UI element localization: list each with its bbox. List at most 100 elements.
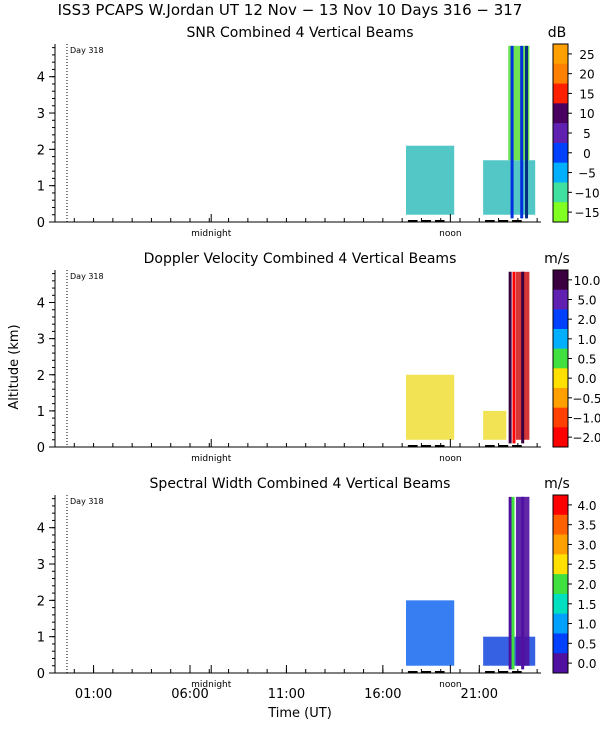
colorbar-label: 10: [579, 107, 594, 121]
panel-2: Doppler Velocity Combined 4 Vertical Bea…: [37, 251, 600, 464]
colorbar-cell: [553, 613, 568, 634]
colorbar-units: m/s: [544, 476, 570, 492]
y-tick-label: 4: [37, 522, 45, 537]
colorbar-label: 0.5: [577, 353, 596, 367]
colorbar-label: 5.0: [577, 294, 596, 308]
y-axis-label: Altitude (km): [7, 324, 22, 409]
y-tick-label: 1: [37, 405, 45, 420]
colorbar-label: −2.0: [572, 431, 600, 445]
colorbar-units: m/s: [544, 251, 570, 267]
colorbar-label: 2.0: [577, 578, 596, 592]
colorbar-label: 0.5: [577, 637, 596, 651]
data-block: [406, 145, 455, 215]
colorbar-cell: [553, 103, 568, 124]
y-tick-label: 0: [37, 216, 45, 231]
y-tick-label: 3: [37, 333, 45, 348]
colorbar-cell: [553, 162, 568, 183]
data-block: [406, 374, 455, 440]
colorbar-cell: [553, 407, 568, 428]
colorbar-label: −15: [574, 206, 599, 220]
y-tick-label: 3: [37, 107, 45, 122]
colorbar-cell: [553, 202, 568, 223]
panel-title: Spectral Width Combined 4 Vertical Beams: [150, 476, 451, 492]
colorbar-label: 2.0: [577, 313, 596, 327]
colorbar-cell: [553, 368, 568, 389]
x-tick-label: 16:00: [364, 687, 401, 702]
colorbar-label: −10: [574, 186, 599, 200]
colorbar-label: 3.5: [577, 519, 596, 533]
colorbar-cell: [553, 289, 568, 310]
y-tick-label: 4: [37, 297, 45, 312]
colorbar-label: 4.0: [577, 499, 596, 513]
y-tick-label: 1: [37, 180, 45, 195]
colorbar-label: 3.0: [577, 538, 596, 552]
x-axis-label: Time (UT): [267, 706, 332, 721]
colorbar-cell: [553, 633, 568, 654]
x-tick-label: 21:00: [461, 687, 498, 702]
x-tick-label: 11:00: [268, 687, 305, 702]
panel-1: SNR Combined 4 Vertical Beams 0 1 2 3 4 Day 31…: [37, 25, 600, 239]
colorbar-label: 5: [583, 127, 591, 141]
figure-title: ISS3 PCAPS W.Jordan UT 12 Nov − 13 Nov 1…: [58, 1, 523, 19]
midnight-label: midnight: [191, 680, 232, 690]
colorbar-label: 20: [579, 68, 594, 82]
colorbar-cell: [553, 514, 568, 536]
colorbar-cell: [553, 123, 568, 144]
colorbar-label: 15: [579, 87, 594, 101]
colorbar-label: 2.5: [577, 558, 596, 572]
x-tick-label: 06:00: [171, 687, 208, 702]
panel-3: Spectral Width Combined 4 Vertical Beams…: [37, 476, 597, 702]
midnight-label: midnight: [191, 229, 232, 239]
colorbar-cell: [553, 182, 568, 203]
colorbar-cell: [553, 44, 568, 65]
midnight-label: midnight: [191, 454, 232, 464]
data-block: [406, 600, 455, 666]
colorbar-label: 1.5: [577, 598, 596, 612]
colorbar-cell: [553, 309, 568, 330]
colorbar-cell: [553, 329, 568, 350]
data-block: [483, 410, 507, 440]
noon-label: noon: [439, 454, 461, 464]
colorbar-cell: [553, 348, 568, 369]
colorbar-cell: [553, 653, 568, 674]
colorbar-cell: [553, 388, 568, 409]
colorbar-cell: [553, 63, 568, 85]
day-marker: Day 318: [70, 46, 104, 55]
colorbar-label: −5: [578, 167, 596, 181]
colorbar-label: 1.0: [577, 333, 596, 347]
colorbar-label: −0.5: [572, 392, 600, 406]
y-tick-label: 2: [37, 594, 45, 609]
y-tick-label: 0: [37, 667, 45, 682]
y-tick-label: 1: [37, 631, 45, 646]
y-tick-label: 2: [37, 143, 45, 158]
colorbar-label: 0: [583, 147, 591, 161]
colorbar-label: 25: [579, 48, 594, 62]
colorbar-cell: [553, 554, 568, 575]
day-marker: Day 318: [70, 272, 104, 281]
colorbar-cell: [553, 574, 568, 595]
panel-title: Doppler Velocity Combined 4 Vertical Bea…: [144, 251, 457, 267]
colorbar-label: 0.0: [577, 657, 596, 671]
colorbar-cell: [553, 83, 568, 104]
noon-label: noon: [439, 229, 461, 239]
y-tick-label: 0: [37, 441, 45, 456]
y-tick-label: 2: [37, 369, 45, 384]
colorbar-label: −1.0: [572, 412, 600, 426]
colorbar-cell: [553, 270, 568, 291]
x-tick-label: 01:00: [75, 687, 112, 702]
colorbar-label: 1.0: [577, 618, 596, 632]
colorbar-cell: [553, 534, 568, 555]
colorbar-cell: [553, 495, 568, 516]
colorbar-units: dB: [548, 25, 567, 41]
colorbar-cell: [553, 593, 568, 615]
colorbar-cell: [553, 427, 568, 448]
colorbar-cell: [553, 142, 568, 164]
day-marker: Day 318: [70, 497, 104, 506]
y-tick-label: 3: [37, 558, 45, 573]
y-tick-label: 4: [37, 71, 45, 86]
colorbar-label: 0.0: [577, 372, 596, 386]
panel-title: SNR Combined 4 Vertical Beams: [186, 25, 413, 41]
colorbar-label: 10.0: [574, 274, 600, 288]
noon-label: noon: [439, 680, 461, 690]
